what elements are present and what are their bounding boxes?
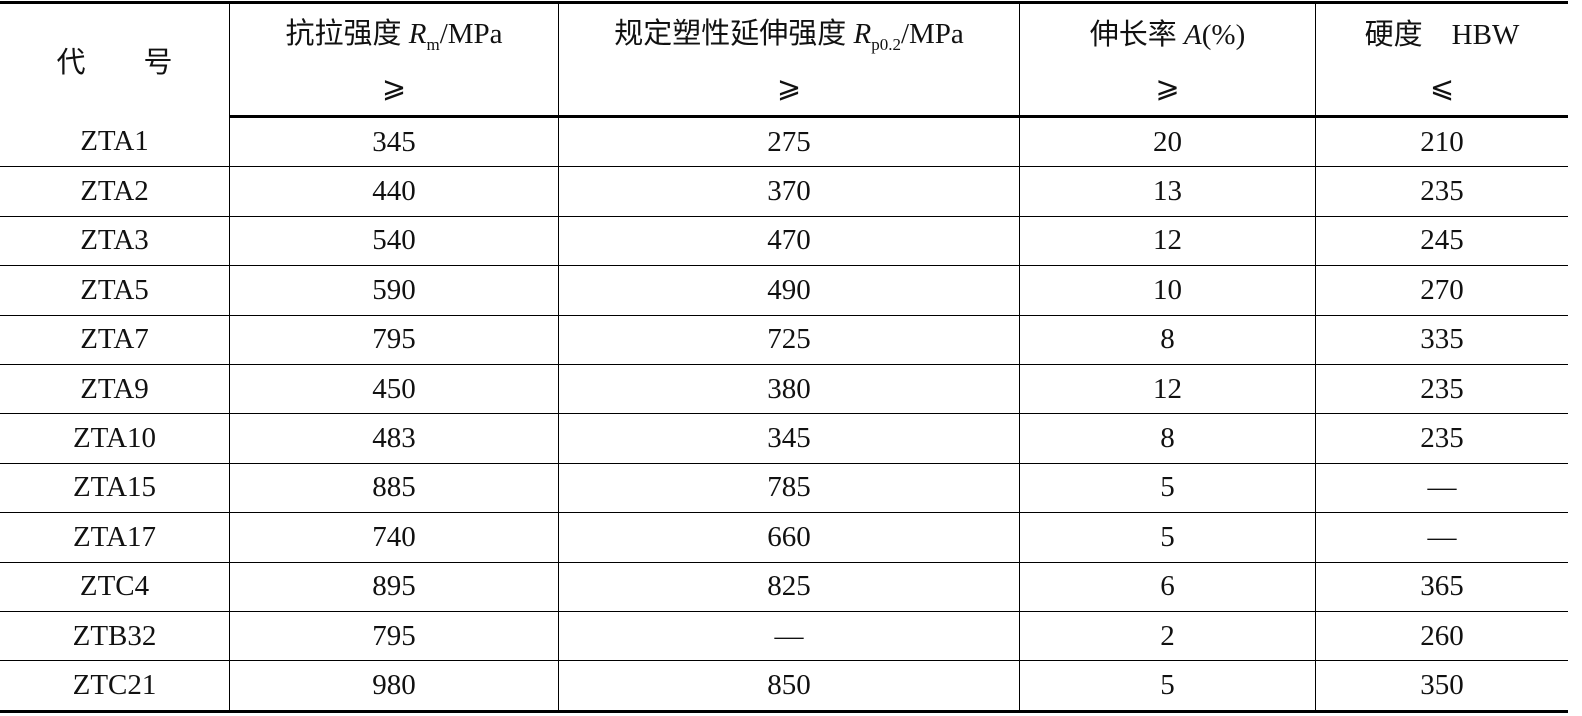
comparator-tensile: ⩾ — [229, 60, 559, 118]
cell-tensile-strength: 885 — [229, 462, 559, 513]
header-hardness: 硬度 HBW — [1315, 2, 1568, 60]
cell-code: ZTA10 — [0, 413, 230, 464]
table-row: ZTA5 590 490 10 270 — [0, 265, 1568, 316]
cell-yield-strength: 370 — [558, 166, 1020, 217]
cell-elongation: 5 — [1019, 512, 1316, 563]
cell-elongation: 2 — [1019, 610, 1316, 661]
cell-yield-strength: 345 — [558, 413, 1020, 464]
cell-hardness: — — [1315, 512, 1568, 563]
cell-yield-strength: 785 — [558, 462, 1020, 513]
cell-yield-strength: 380 — [558, 363, 1020, 414]
cell-yield-strength: 470 — [558, 215, 1020, 266]
cell-elongation: 12 — [1019, 363, 1316, 414]
comparator-hardness: ⩽ — [1315, 60, 1568, 118]
cell-elongation: 8 — [1019, 314, 1316, 365]
cell-tensile-strength: 483 — [229, 413, 559, 464]
cell-yield-strength: 725 — [558, 314, 1020, 365]
cell-tensile-strength: 345 — [229, 116, 559, 167]
header-elongation: 伸长率 A(%) — [1019, 2, 1316, 60]
cell-tensile-strength: 540 — [229, 215, 559, 266]
table-row: ZTA1 345 275 20 210 — [0, 116, 1568, 167]
cell-code: ZTA7 — [0, 314, 230, 365]
cell-elongation: 12 — [1019, 215, 1316, 266]
cell-elongation: 20 — [1019, 116, 1316, 167]
cell-yield-strength: 490 — [558, 265, 1020, 316]
cell-yield-strength: 275 — [558, 116, 1020, 167]
cell-code: ZTA5 — [0, 265, 230, 316]
table-row: ZTA2 440 370 13 235 — [0, 166, 1568, 217]
cell-tensile-strength: 795 — [229, 314, 559, 365]
table-row: ZTC21 980 850 5 350 — [0, 660, 1568, 712]
cell-code: ZTA17 — [0, 512, 230, 563]
cell-hardness: — — [1315, 462, 1568, 513]
cell-code: ZTC4 — [0, 561, 230, 612]
comparator-elongation: ⩾ — [1019, 60, 1316, 118]
cell-code: ZTA9 — [0, 363, 230, 414]
cell-elongation: 6 — [1019, 561, 1316, 612]
cell-yield-strength: 850 — [558, 660, 1020, 712]
cell-hardness: 260 — [1315, 610, 1568, 661]
cell-elongation: 10 — [1019, 265, 1316, 316]
cell-code: ZTC21 — [0, 660, 230, 712]
cell-hardness: 270 — [1315, 265, 1568, 316]
cell-hardness: 235 — [1315, 363, 1568, 414]
comparator-yield: ⩾ — [558, 60, 1020, 118]
table-row: ZTA3 540 470 12 245 — [0, 215, 1568, 266]
cell-tensile-strength: 980 — [229, 660, 559, 712]
table-row: ZTA10 483 345 8 235 — [0, 413, 1568, 464]
cell-hardness: 210 — [1315, 116, 1568, 167]
cell-hardness: 235 — [1315, 166, 1568, 217]
table-row: ZTA17 740 660 5— — [0, 512, 1568, 563]
cell-code: ZTB32 — [0, 610, 230, 661]
table-row: ZTA15 885 785 5— — [0, 462, 1568, 513]
cell-tensile-strength: 590 — [229, 265, 559, 316]
cell-code: ZTA3 — [0, 215, 230, 266]
header-yield-strength: 规定塑性延伸强度 Rp0.2/MPa — [558, 2, 1020, 60]
header-code: 代 号 — [0, 2, 230, 117]
cell-tensile-strength: 895 — [229, 561, 559, 612]
table-row: ZTC4 895 825 6 365 — [0, 561, 1568, 612]
table-row: ZTA7 795 725 8 335 — [0, 314, 1568, 365]
cell-elongation: 13 — [1019, 166, 1316, 217]
cell-tensile-strength: 795 — [229, 610, 559, 661]
cell-hardness: 365 — [1315, 561, 1568, 612]
cell-hardness: 235 — [1315, 413, 1568, 464]
cell-code: ZTA15 — [0, 462, 230, 513]
table-row: ZTA9 450 380 12 235 — [0, 363, 1568, 414]
table-row: ZTB32 795—2 260 — [0, 610, 1568, 661]
cell-code: ZTA2 — [0, 166, 230, 217]
cell-elongation: 8 — [1019, 413, 1316, 464]
cell-code: ZTA1 — [0, 116, 230, 167]
cell-tensile-strength: 740 — [229, 512, 559, 563]
cell-hardness: 350 — [1315, 660, 1568, 712]
cell-elongation: 5 — [1019, 462, 1316, 513]
cell-tensile-strength: 440 — [229, 166, 559, 217]
cell-hardness: 335 — [1315, 314, 1568, 365]
cell-elongation: 5 — [1019, 660, 1316, 712]
header-tensile-strength: 抗拉强度 Rm/MPa — [229, 2, 559, 60]
cell-hardness: 245 — [1315, 215, 1568, 266]
cell-yield-strength: — — [558, 610, 1020, 661]
cell-yield-strength: 825 — [558, 561, 1020, 612]
cell-tensile-strength: 450 — [229, 363, 559, 414]
cell-yield-strength: 660 — [558, 512, 1020, 563]
